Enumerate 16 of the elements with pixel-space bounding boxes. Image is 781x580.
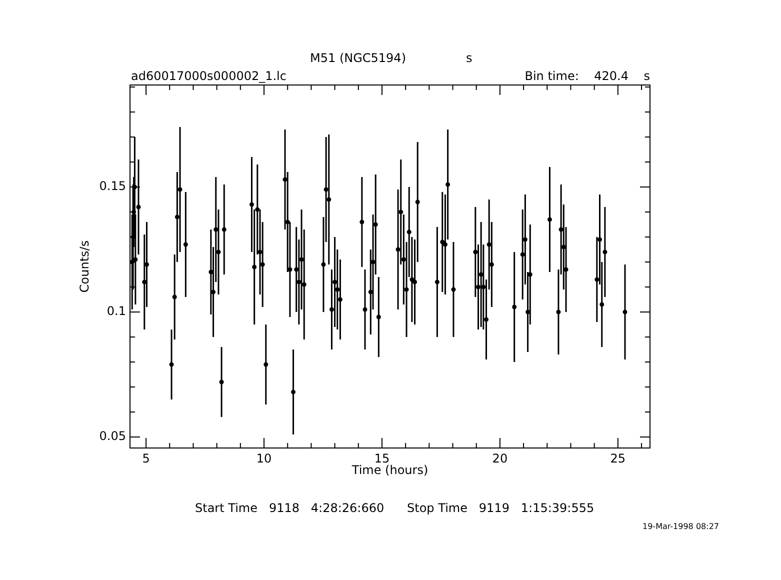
x-tick-label: 10 (256, 451, 272, 466)
x-tick-label: 20 (492, 451, 508, 466)
chart-title: M51 (NGC5194) (310, 51, 406, 65)
text: Bin time: 420.4 s (524, 69, 650, 83)
x-tick-label: 15 (374, 451, 390, 466)
y-axis-title: Counts/s (77, 240, 92, 293)
x-tick-label: 5 (142, 451, 150, 466)
text: ad60017000s000002_1.lc (131, 69, 286, 83)
y-tick-label: 0.1 (106, 304, 126, 318)
x-axis-title: Time (hours) (350, 462, 428, 477)
text: 19-Mar-1998 08:27 (642, 521, 719, 533)
x-tick-label: 25 (610, 451, 626, 466)
text: Start Time 9118 4:28:26:660 Stop Time 9119 1:15:39:555 (195, 501, 594, 515)
y-tick-label: 0.05 (99, 429, 126, 444)
text: s (466, 51, 472, 65)
y-tick-label: 0.15 (99, 179, 126, 194)
